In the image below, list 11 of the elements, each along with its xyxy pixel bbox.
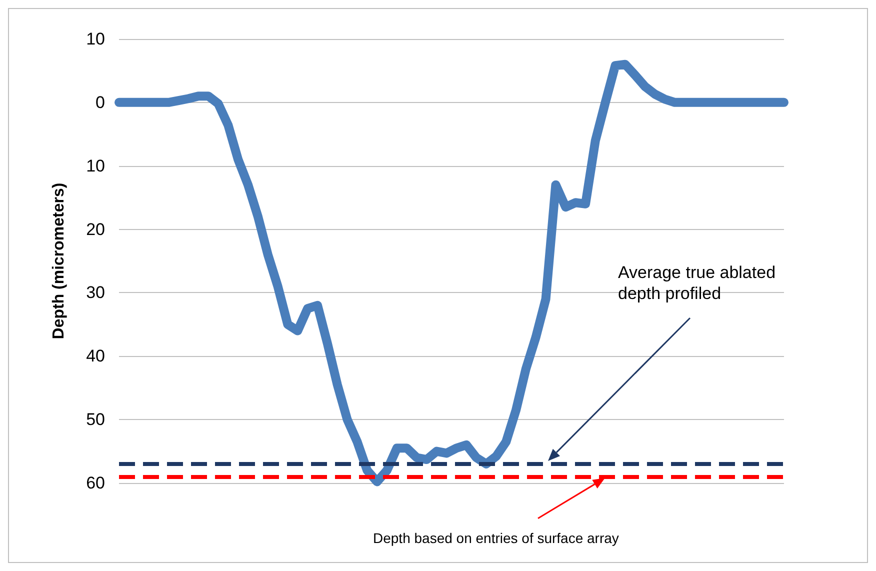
- y-tick-label: 50: [86, 410, 105, 430]
- y-tick-label: 10: [86, 30, 105, 48]
- text: Depth based on entries of surface array: [373, 530, 620, 548]
- y-tick-label: 0: [96, 92, 105, 112]
- y-tick-label: 20: [86, 220, 105, 239]
- annotation: Average true ablated depth profiled: [618, 262, 777, 304]
- y-tick-label: 60: [86, 474, 105, 492]
- y-tick-label: 10: [86, 156, 105, 176]
- y-axis-title: Depth (micrometers): [50, 182, 68, 340]
- y-tick-label: 30: [86, 283, 105, 302]
- y-tick-label: 40: [86, 346, 105, 366]
